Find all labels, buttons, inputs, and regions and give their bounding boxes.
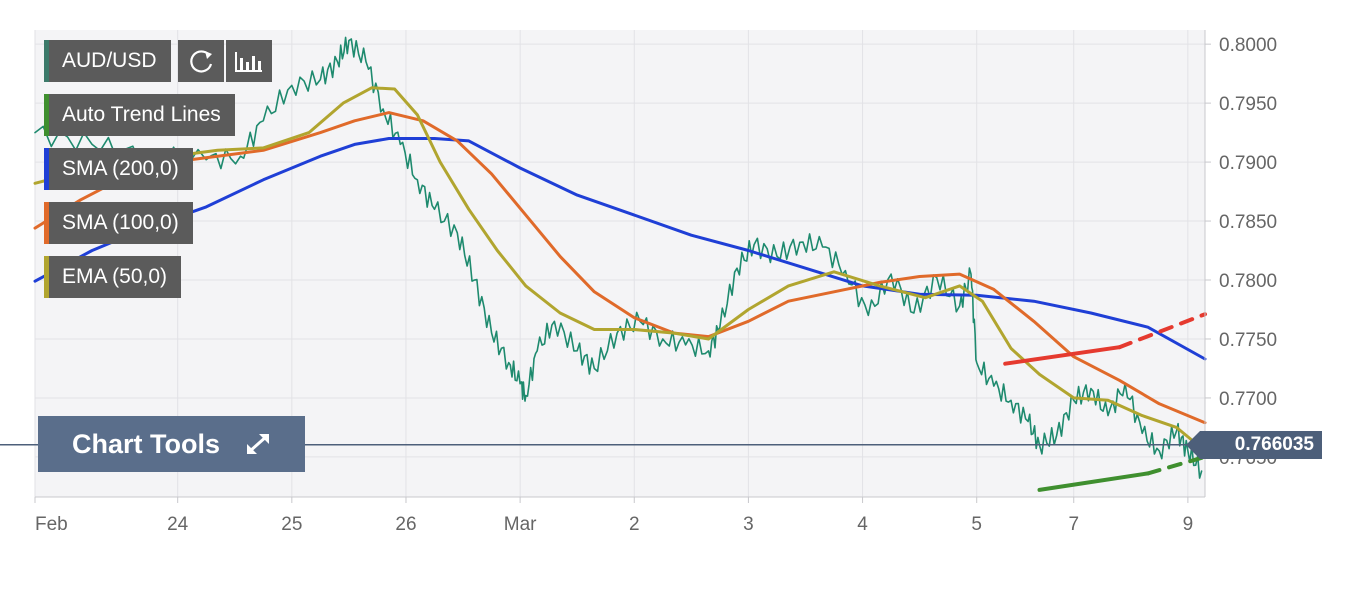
bar-chart-icon bbox=[235, 52, 262, 72]
y-tick-label: 0.7900 bbox=[1219, 153, 1277, 174]
x-tick-label: 4 bbox=[857, 514, 868, 535]
current-price-value: 0.766035 bbox=[1234, 433, 1314, 455]
x-tick-label: 25 bbox=[281, 514, 302, 535]
legend-sma200[interactable]: SMA (200,0) bbox=[44, 148, 193, 190]
legend-sma100-color bbox=[44, 202, 49, 244]
y-tick-label: 0.8000 bbox=[1219, 35, 1277, 56]
legend-sma100-label: SMA (100,0) bbox=[62, 211, 179, 234]
axis-ticks: 0.8000 0.7950 0.7900 0.7850 0.7800 0.7750 0.77… bbox=[34, 35, 1277, 535]
expand-icon bbox=[247, 434, 269, 454]
chart-type-button[interactable] bbox=[226, 40, 272, 82]
symbol-text: AUD/USD bbox=[62, 49, 157, 72]
symbol-label[interactable]: AUD/USD bbox=[44, 40, 171, 82]
y-tick-label: 0.7800 bbox=[1219, 271, 1277, 292]
y-tick-label: 0.7850 bbox=[1219, 212, 1277, 233]
x-tick-label: Feb bbox=[35, 514, 68, 535]
x-tick-label: 3 bbox=[743, 514, 754, 535]
x-tick-label: 7 bbox=[1068, 514, 1079, 535]
legend-ema50-color bbox=[44, 256, 49, 298]
series-resistance bbox=[1003, 345, 1122, 366]
legend-sma100[interactable]: SMA (100,0) bbox=[44, 202, 193, 244]
chart-tools-label: Chart Tools bbox=[72, 429, 220, 459]
legend-trend-label: Auto Trend Lines bbox=[62, 103, 221, 126]
x-tick-label: 2 bbox=[629, 514, 640, 535]
legend-trend-lines[interactable]: Auto Trend Lines bbox=[44, 94, 235, 136]
series-support-projection bbox=[1145, 454, 1207, 476]
series-support bbox=[1037, 471, 1150, 492]
x-tick-label: 24 bbox=[167, 514, 189, 535]
x-tick-label: 9 bbox=[1183, 514, 1194, 535]
series-resistance-projection bbox=[1117, 312, 1207, 350]
current-price-tag: 0.766035 bbox=[1186, 430, 1322, 459]
y-tick-label: 0.7750 bbox=[1219, 330, 1277, 351]
y-tick-label: 0.7700 bbox=[1219, 389, 1277, 410]
legend-sma200-label: SMA (200,0) bbox=[62, 157, 179, 180]
x-tick-label: 26 bbox=[395, 514, 416, 535]
series-sma200 bbox=[33, 137, 1207, 361]
symbol-color-bar bbox=[44, 40, 49, 82]
y-tick-label: 0.7950 bbox=[1219, 94, 1277, 115]
legend-sma200-color bbox=[44, 148, 49, 190]
series-sma100 bbox=[33, 111, 1207, 425]
x-tick-label: Mar bbox=[504, 514, 537, 535]
legend-ema50[interactable]: EMA (50,0) bbox=[44, 256, 182, 298]
refresh-button[interactable] bbox=[178, 40, 224, 82]
x-tick-label: 5 bbox=[971, 514, 982, 535]
refresh-icon bbox=[190, 50, 213, 73]
chart-tools-button[interactable]: Chart Tools bbox=[38, 416, 305, 472]
legend-trend-color bbox=[44, 94, 49, 136]
legend-ema50-label: EMA (50,0) bbox=[62, 265, 168, 288]
